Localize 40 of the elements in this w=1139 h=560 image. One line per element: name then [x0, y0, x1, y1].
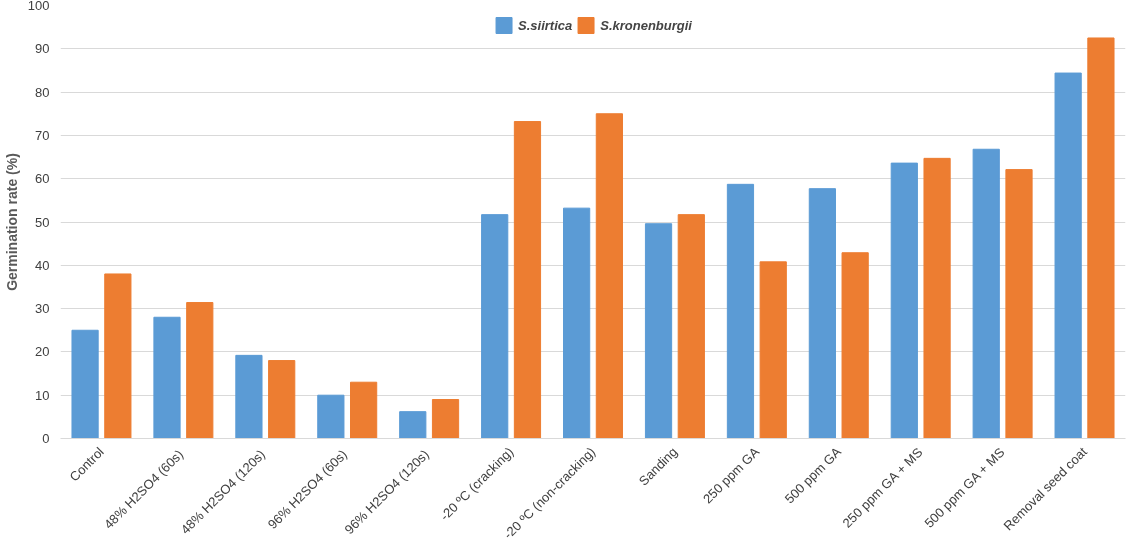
bar — [1054, 72, 1082, 439]
bar — [1087, 37, 1115, 439]
y-tick-label: 90 — [35, 41, 50, 57]
bar — [595, 113, 623, 439]
bar — [431, 399, 460, 439]
y-tick-label: 10 — [35, 387, 50, 403]
bar — [923, 157, 951, 439]
bar — [268, 360, 296, 439]
bar — [481, 214, 509, 439]
bar — [841, 252, 869, 439]
bar — [972, 148, 1000, 439]
bar — [1005, 169, 1033, 439]
bar — [153, 316, 181, 439]
legend-label: S.siirtica — [518, 17, 573, 33]
bar — [808, 188, 836, 439]
bar — [890, 162, 918, 439]
bar — [317, 394, 345, 439]
y-tick-label: 40 — [35, 257, 50, 273]
bar — [71, 329, 99, 439]
bar — [677, 214, 705, 439]
y-tick-label: 20 — [35, 344, 50, 360]
bar — [513, 121, 542, 439]
legend-label: S.kronenburgii — [600, 17, 692, 33]
y-tick-label: 60 — [35, 171, 50, 187]
bar — [104, 273, 132, 439]
bar — [759, 261, 787, 439]
y-axis-title: Germination rate (%) — [3, 153, 20, 291]
y-tick-label: 70 — [35, 127, 50, 143]
bar — [186, 302, 214, 439]
bar — [644, 223, 673, 439]
bar — [399, 411, 427, 439]
y-tick-label: 0 — [42, 431, 50, 446]
bar — [563, 207, 591, 439]
bar — [726, 183, 755, 439]
y-tick-label: 80 — [35, 84, 50, 100]
bar — [235, 354, 263, 439]
y-tick-label: 30 — [35, 301, 50, 317]
y-tick-label: 100 — [27, 0, 50, 13]
y-tick-label: 50 — [35, 214, 50, 230]
bar — [350, 381, 378, 439]
